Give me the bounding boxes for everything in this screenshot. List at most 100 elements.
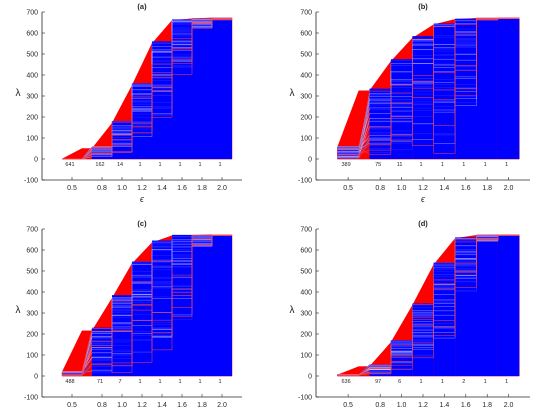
x-tick-label: 1.8 — [482, 402, 492, 409]
x-tick-label: 1.4 — [157, 402, 167, 409]
x-tick-label: 1.8 — [197, 402, 207, 409]
panel-title: (d) — [418, 219, 428, 228]
count-label: 1 — [441, 162, 444, 168]
x-tick-label: 1.0 — [397, 185, 407, 192]
outlier-line — [62, 235, 232, 376]
panel-title: (a) — [137, 2, 147, 11]
y-axis-label: λ — [16, 88, 21, 99]
count-label: 636 — [342, 379, 351, 385]
count-label: 488 — [65, 379, 74, 385]
blue-bar — [192, 18, 212, 159]
count-label: 1 — [505, 162, 508, 168]
panel-b: -100 0 100 200 300 400 500 600 700 0.5 0.8 1.0 1.2 1.… — [290, 2, 530, 204]
y-tick-label: 700 — [300, 227, 312, 234]
count-label: 2 — [462, 379, 465, 385]
count-label: 11 — [397, 162, 403, 168]
y-tick-label: 600 — [26, 31, 38, 38]
y-tick-label: 400 — [300, 73, 312, 80]
count-label: 1 — [505, 379, 508, 385]
x-tick-label: 1.8 — [197, 185, 207, 192]
y-tick-label: 100 — [300, 136, 312, 143]
outlier-line — [62, 19, 232, 160]
blue-bar — [152, 240, 172, 376]
y-tick-label: 500 — [300, 269, 312, 276]
outlier-line — [337, 17, 520, 155]
y-tick-label: 300 — [300, 94, 312, 101]
panel-d: -100 0 100 200 300 400 500 600 700 0.5 0.8 1.0 1.2 1.… — [290, 219, 530, 414]
count-label: 1 — [441, 379, 444, 385]
y-tick-label: 200 — [26, 332, 38, 339]
x-tick-label: 1.2 — [137, 185, 147, 192]
x-tick-label: 1.4 — [440, 402, 450, 409]
count-label: 1 — [158, 379, 161, 385]
y-tick-label: 0 — [308, 374, 312, 381]
x-tick-label: 1.0 — [397, 402, 407, 409]
y-tick-label: 700 — [300, 10, 312, 17]
y-tick-label: 700 — [26, 10, 38, 17]
x-axis-label: ϵ — [140, 194, 145, 204]
x-tick-label: 2.0 — [504, 185, 514, 192]
panel-a: -100 0 100 200 300 400 500 600 700 0.5 0.8 1.0 1.2 1.… — [16, 2, 242, 204]
x-tick-label: 0.5 — [67, 185, 77, 192]
blue-bar — [497, 17, 520, 159]
count-label: 1 — [198, 379, 201, 385]
y-tick-label: 700 — [26, 227, 38, 234]
x-tick-label: 1.4 — [440, 185, 450, 192]
outlier-line — [62, 235, 232, 376]
count-label: 1 — [178, 379, 181, 385]
y-tick-label: 600 — [300, 248, 312, 255]
x-tick-label: 1.6 — [177, 185, 187, 192]
blue-bar — [369, 88, 391, 159]
count-label: 7 — [118, 379, 121, 385]
y-tick-label: 100 — [26, 136, 38, 143]
x-axis-label: ϵ — [421, 411, 426, 414]
x-tick-label: 1.6 — [177, 402, 187, 409]
blue-bar — [172, 19, 192, 159]
x-tick-label: 0.5 — [343, 402, 353, 409]
blue-bar — [455, 237, 477, 376]
y-tick-label: -100 — [24, 395, 38, 402]
panel-c: -100 0 100 200 300 400 500 600 700 0.5 0.8 1.0 1.2 1.… — [16, 219, 242, 414]
panel-title: (c) — [137, 219, 147, 228]
count-label: 1 — [198, 162, 201, 168]
y-axis-label: λ — [16, 305, 21, 316]
x-tick-label: 1.2 — [418, 402, 428, 409]
blue-bar — [497, 234, 520, 376]
outlier-line — [337, 235, 520, 376]
x-tick-label: 2.0 — [504, 402, 514, 409]
y-tick-label: 0 — [34, 157, 38, 164]
count-label: 1 — [419, 162, 422, 168]
y-tick-label: 200 — [300, 115, 312, 122]
y-tick-label: 200 — [300, 332, 312, 339]
count-label: 97 — [375, 379, 381, 385]
x-tick-label: 0.5 — [343, 185, 353, 192]
blue-bar — [390, 340, 413, 376]
x-tick-label: 0.5 — [67, 402, 77, 409]
blue-bar — [412, 36, 434, 159]
blue-bar — [152, 41, 172, 159]
count-label: 6 — [398, 379, 401, 385]
blue-bar — [212, 234, 232, 376]
x-tick-label: 1.6 — [461, 185, 471, 192]
count-label: 1 — [138, 379, 141, 385]
count-label: 641 — [65, 162, 74, 168]
blue-bar — [92, 327, 112, 376]
y-tick-label: 100 — [300, 353, 312, 360]
y-tick-label: 600 — [26, 248, 38, 255]
count-label: 1 — [178, 162, 181, 168]
count-label: 1 — [138, 162, 141, 168]
x-tick-label: 1.0 — [117, 402, 127, 409]
blue-bar — [455, 18, 477, 159]
count-label: 1 — [158, 162, 161, 168]
blue-bar — [132, 83, 152, 159]
count-label: 14 — [117, 162, 123, 168]
y-axis-label: λ — [290, 305, 295, 316]
count-label: 1 — [419, 379, 422, 385]
y-tick-label: -100 — [298, 178, 312, 185]
y-tick-label: 100 — [26, 353, 38, 360]
y-tick-label: -100 — [298, 395, 312, 402]
y-tick-label: 300 — [26, 94, 38, 101]
x-axis-label: ϵ — [140, 411, 145, 414]
blue-bar — [172, 234, 192, 376]
blue-bar — [476, 17, 498, 159]
